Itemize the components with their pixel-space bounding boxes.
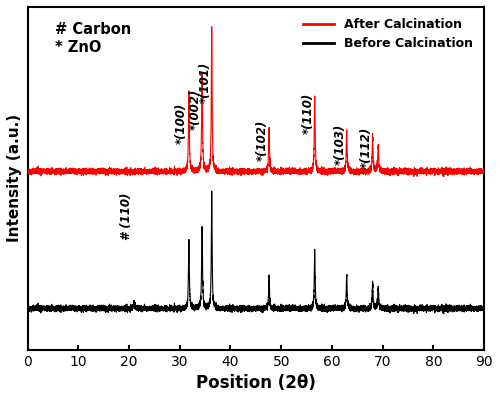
Text: *(002): *(002): [188, 89, 202, 130]
X-axis label: Position (2θ): Position (2θ): [196, 374, 316, 392]
Text: *(101): *(101): [198, 62, 211, 103]
Text: *(112): *(112): [360, 127, 372, 168]
Text: # Carbon: # Carbon: [56, 22, 132, 38]
Text: *(103): *(103): [334, 123, 346, 164]
Text: *(100): *(100): [175, 103, 188, 144]
Text: *(110): *(110): [302, 93, 314, 134]
Y-axis label: Intensity (a.u.): Intensity (a.u.): [7, 114, 22, 242]
Text: *(102): *(102): [256, 120, 269, 161]
Text: # (110): # (110): [120, 193, 133, 240]
Legend: After Calcination, Before Calcination: After Calcination, Before Calcination: [298, 13, 478, 55]
Text: * ZnO: * ZnO: [56, 40, 102, 55]
